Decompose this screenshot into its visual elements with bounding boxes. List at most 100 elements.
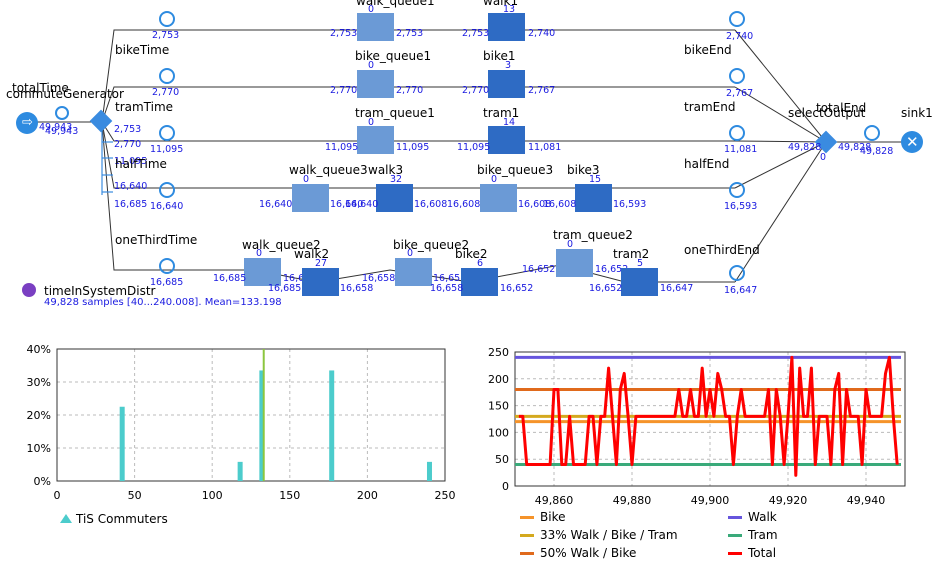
bike2-label: bike2 (455, 247, 488, 261)
bike-queue3-label: bike_queue3 (477, 163, 554, 177)
hist-y-tick: 10% (27, 442, 51, 455)
total-end-count-2: 49,828 (860, 146, 894, 157)
split-count-1: 2,753 (114, 124, 142, 135)
legend-item: Total (728, 546, 776, 560)
legend-item: 33% Walk / Bike / Tram (520, 528, 678, 542)
time-end-icon-5[interactable] (729, 265, 745, 281)
bike2-delay-block[interactable] (461, 268, 498, 296)
commute-generator-label: commuteGenerator (6, 87, 124, 101)
legend-label: Total (748, 546, 777, 560)
dataset-label: timeInSystemDistr (44, 284, 156, 298)
bike-queue1-inside: 0 (368, 60, 375, 71)
legend-swatch (728, 534, 742, 537)
walk2-delay-block[interactable] (302, 268, 339, 296)
walk2-inside: 27 (315, 258, 328, 269)
bike1-inside: 3 (505, 60, 512, 71)
walk1-out: 2,740 (528, 28, 556, 39)
bike1-label: bike1 (483, 49, 516, 63)
walk3-inside: 32 (390, 174, 403, 185)
time-end-icon-3[interactable] (729, 125, 745, 141)
walk3-out: 16,608 (414, 199, 448, 210)
time-end-icon-1[interactable] (729, 11, 745, 27)
hist-x-tick: 150 (279, 489, 300, 502)
bike3-inside: 15 (589, 174, 602, 185)
time-end-count-4: 16,593 (724, 201, 758, 212)
tram1-out: 11,081 (528, 142, 562, 153)
walk3-in: 16,640 (345, 199, 379, 210)
series-total (518, 355, 899, 477)
time-start-count-5: 16,685 (150, 277, 184, 288)
time-end-icon-4[interactable] (729, 182, 745, 198)
histogram-legend: TiS Commuters (60, 512, 168, 526)
walk-queue3-label: walk_queue3 (289, 163, 368, 177)
walk-queue2-block[interactable] (244, 258, 281, 286)
tram-queue1-block[interactable] (357, 126, 394, 154)
hist-y-tick: 30% (27, 376, 51, 389)
legend-swatch (520, 534, 534, 537)
bike2-in: 16,658 (430, 283, 464, 294)
line-x-tick: 49,880 (613, 494, 652, 507)
half-end-label: halfEnd (684, 157, 730, 171)
walk-queue3-in: 16,640 (259, 199, 293, 210)
one-third-time-label: oneThirdTime (115, 233, 198, 247)
sink1-label: sink1 (901, 106, 933, 120)
tram-queue1-inside: 0 (368, 117, 375, 128)
histogram-legend-label: TiS Commuters (76, 512, 168, 526)
walk2-label: walk2 (294, 247, 330, 261)
walk-queue3-inside: 0 (303, 174, 310, 185)
legend-label: 50% Walk / Bike (540, 546, 637, 560)
histogram-chart: 0% 10% 20% 30% 40% 0 50 100 150 200 250 (27, 343, 456, 502)
bike3-delay-block[interactable] (575, 184, 612, 212)
tram1-delay-block[interactable] (488, 126, 525, 154)
tram-queue1-label: tram_queue1 (355, 106, 435, 120)
hist-x-tick: 50 (128, 489, 142, 502)
walk1-delay-block[interactable] (488, 13, 525, 41)
walk-queue3-block[interactable] (292, 184, 329, 212)
tram2-in: 16,652 (589, 283, 623, 294)
time-start-count-4: 16,640 (150, 201, 184, 212)
time-end-icon-2[interactable] (729, 68, 745, 84)
bike1-delay-block[interactable] (488, 70, 525, 98)
tram2-delay-block[interactable] (621, 268, 658, 296)
bike-queue3-block[interactable] (480, 184, 517, 212)
legend-item: Walk (728, 510, 777, 524)
split-count-4: 16,640 (114, 181, 148, 192)
time-start-icon-5[interactable] (159, 258, 175, 274)
walk3-delay-block[interactable] (376, 184, 413, 212)
line-y-tick: 250 (488, 346, 509, 359)
bike2-inside: 6 (477, 258, 484, 269)
sink1-block[interactable] (901, 131, 923, 153)
tram-queue2-out: 16,652 (595, 264, 629, 275)
bike-queue2-block[interactable] (395, 258, 432, 286)
bike-queue1-block[interactable] (357, 70, 394, 98)
bike-queue2-label: bike_queue2 (393, 238, 470, 252)
bike-end-label: bikeEnd (684, 43, 732, 57)
bike-queue3-inside: 0 (491, 174, 498, 185)
commute-generator-source[interactable] (16, 112, 38, 134)
time-start-icon-4[interactable] (159, 182, 175, 198)
time-start-icon-1[interactable] (159, 11, 175, 27)
legend-item: Bike (520, 510, 565, 524)
bike1-in: 2,770 (462, 85, 490, 96)
hist-y-tick: 40% (27, 343, 51, 356)
time-start-icon-3[interactable] (159, 125, 175, 141)
time-end-count-5: 16,647 (724, 285, 758, 296)
bike2-out: 16,652 (500, 283, 534, 294)
hist-bar (237, 461, 243, 481)
tram-queue2-block[interactable] (556, 249, 593, 277)
time-start-icon-2[interactable] (159, 68, 175, 84)
walk-queue1-block[interactable] (357, 13, 394, 41)
tram-queue2-in: 16,652 (522, 264, 556, 275)
time-end-count-1: 2,740 (726, 31, 754, 42)
dataset-icon[interactable] (22, 283, 36, 297)
tram-queue1-in: 11,095 (325, 142, 359, 153)
hist-bar (259, 370, 265, 481)
stopwatch-icon[interactable] (55, 106, 69, 120)
total-end-stopwatch-icon[interactable] (864, 125, 880, 141)
legend-label: Bike (540, 510, 566, 524)
line-y-tick: 50 (495, 453, 509, 466)
half-time-label: halfTime (115, 157, 167, 171)
legend-item: 50% Walk / Bike (520, 546, 636, 560)
split-count-3: 11,095 (114, 156, 148, 167)
line-y-tick: 200 (488, 373, 509, 386)
